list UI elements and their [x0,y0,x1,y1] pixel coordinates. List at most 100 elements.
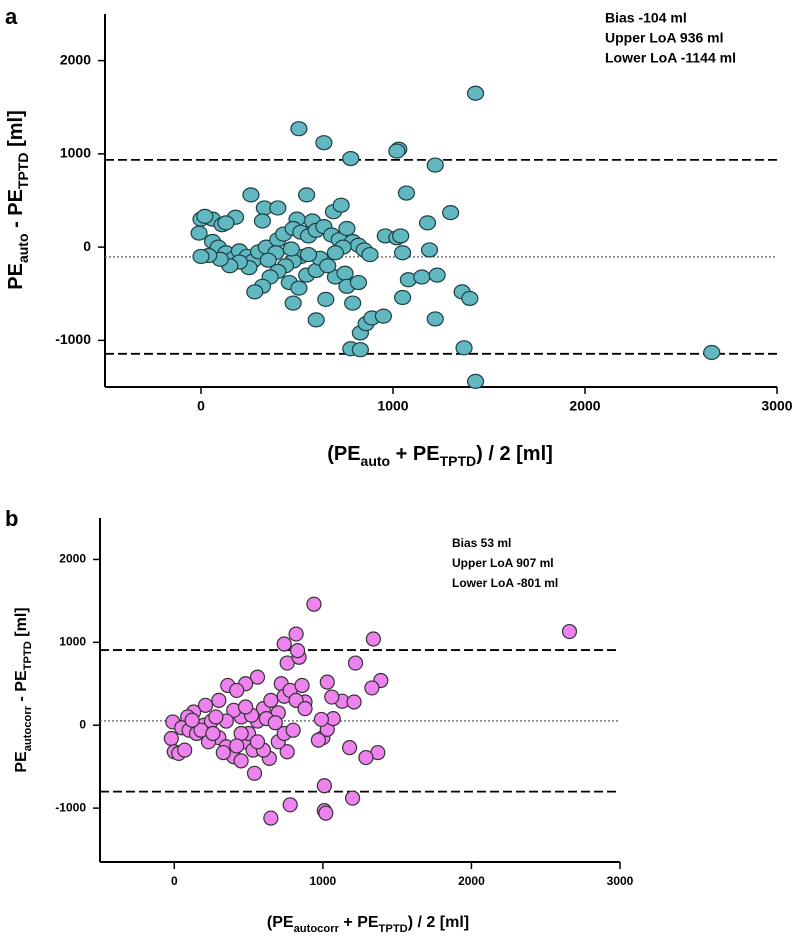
point [299,246,318,263]
point [196,208,214,224]
y-tick-label: 1000 [59,635,86,649]
label-subscript: TPTD [440,453,477,469]
point [298,187,316,203]
point [397,185,416,201]
annotation: Bias 53 ml [452,536,511,550]
label-part: [ml] [5,110,27,152]
point [326,245,344,261]
point [288,626,304,642]
point [267,715,283,731]
point [307,312,325,328]
y-tick-label: 1000 [60,145,91,161]
point [703,344,721,361]
point [229,682,245,699]
point [426,311,444,327]
axis-label: (PEauto + PETPTD) / 2 [ml] [327,443,553,469]
point [263,810,279,826]
point [364,680,380,696]
point [306,596,322,612]
point [269,200,287,216]
label-subscript: auto [15,233,31,263]
point [290,280,308,296]
label-subscript: autocorr [22,705,34,751]
point [394,289,412,306]
point [285,722,301,738]
point [197,697,214,713]
point [184,712,200,728]
point [344,295,362,311]
point [388,143,406,159]
label-subscript: TPTD [22,641,34,670]
point [163,730,179,747]
annotation: Upper LoA 907 ml [452,556,554,570]
point [361,246,379,263]
point [249,669,266,685]
point [342,740,358,756]
point [338,220,356,237]
panel-label: b [5,506,18,531]
point [317,291,335,307]
y-tick-label: -1000 [55,331,91,347]
point [238,699,254,715]
x-tick-label: 3000 [607,874,634,888]
point [413,269,431,285]
point [358,749,374,766]
point [466,85,485,101]
point [310,732,326,748]
point [263,692,279,708]
point [347,655,364,671]
point [177,742,193,758]
x-tick-label: 0 [171,874,178,888]
point [259,252,277,268]
point [426,157,444,173]
label-part: (PE [327,443,360,465]
point [336,265,354,281]
label-part: ) / 2 [ml] [476,443,553,465]
point [442,205,460,221]
axis-label: (PEautocorr + PETPTD) / 2 [ml] [267,914,469,935]
y-tick-label: 2000 [59,552,86,566]
point [319,674,335,690]
label-part: - PE [13,670,30,706]
label-subscript: TPTD [379,923,408,935]
axis-label: PEautocorr - PETPTD [ml] [13,607,34,772]
point [420,242,439,258]
point [279,744,295,760]
point [346,694,362,710]
y-tick-label: -1000 [55,800,86,814]
point [318,805,334,821]
point [205,725,221,742]
x-tick-label: 1000 [377,398,408,414]
label-part: ) / 2 [ml] [408,914,469,931]
annotation: Upper LoA 936 ml [605,29,724,45]
x-tick-label: 1000 [310,874,337,888]
point [342,150,360,167]
point [315,135,333,151]
point [208,709,224,725]
point [211,692,227,708]
y-tick-label: 0 [83,238,91,254]
point [428,267,446,283]
x-tick-label: 2000 [569,398,600,414]
point [192,248,210,265]
x-tick-label: 2000 [458,874,485,888]
label-subscript: TPTD [15,152,31,189]
label-part: PE [13,751,30,773]
y-tick-label: 0 [79,717,86,731]
label-subscript: autocorr [294,923,340,935]
point [332,197,350,213]
point [344,790,361,806]
point [394,245,412,261]
label-part: + PE [339,914,379,931]
point [215,744,231,761]
point [561,623,578,640]
point [461,290,479,307]
label-part: + PE [390,443,439,465]
point [316,778,332,794]
point [324,689,340,705]
point [190,225,208,241]
annotation: Lower LoA -1144 ml [605,49,736,65]
point [351,342,369,358]
point [242,187,260,203]
